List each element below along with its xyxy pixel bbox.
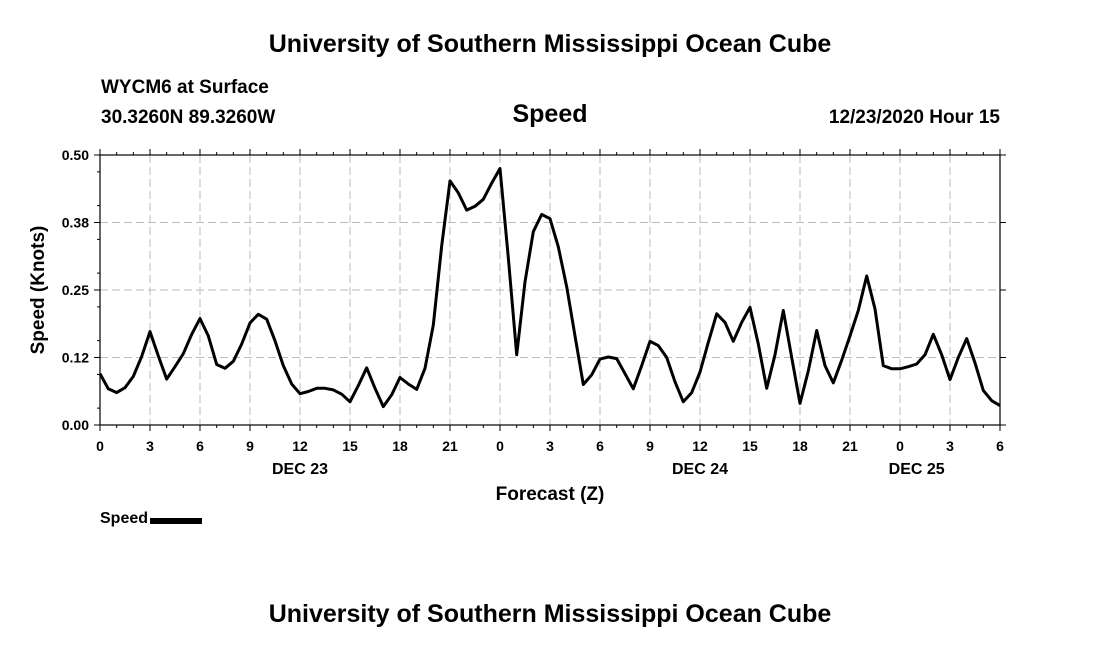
station-coordinates: 30.3260N 89.3260W [101,107,276,128]
legend: Speed [100,510,203,528]
x-date-label: DEC 23 [272,461,328,478]
x-date-label: DEC 25 [889,461,945,478]
y-tick-label: 0.38 [62,215,89,231]
y-tick-label: 0.25 [62,282,89,298]
x-tick-label: 9 [646,438,654,454]
y-tick-label: 0.00 [62,417,89,433]
x-tick-label: 3 [946,438,954,454]
x-tick-label: 6 [996,438,1004,454]
series-line-speed [98,167,1001,409]
x-tick-label: 21 [842,438,858,454]
plot-title: Speed [512,100,588,128]
x-tick-label: 0 [896,438,904,454]
legend-line-swatch [150,517,203,524]
chart-top-title: University of Southern Mississippi Ocean… [268,30,832,58]
plot-frame [99,154,1001,426]
chart-bottom-title: University of Southern Mississippi Ocean… [268,600,832,628]
x-tick-label: 0 [496,438,504,454]
x-tick-label: 18 [792,438,808,454]
x-tick-label: 6 [196,438,204,454]
x-tick-label: 12 [692,438,708,454]
x-tick-label: 9 [246,438,254,454]
x-tick-label: 15 [742,438,758,454]
x-tick-label: 18 [392,438,408,454]
station-label: WYCM6 at Surface [101,77,269,98]
x-tick-label: 15 [342,438,358,454]
x-tick-label: 0 [96,438,104,454]
x-axis-title: Forecast (Z) [496,484,605,505]
y-tick-label: 0.50 [62,147,89,163]
y-tick-label: 0.12 [62,350,89,366]
x-tick-label: 3 [146,438,154,454]
forecast-datetime: 12/23/2020 Hour 15 [828,107,1000,128]
x-tick-label: 12 [292,438,308,454]
x-date-label: DEC 24 [672,461,728,478]
x-tick-label: 21 [442,438,458,454]
x-tick-label: 3 [546,438,554,454]
legend-label: Speed [100,510,149,527]
x-tick-label: 6 [596,438,604,454]
y-axis-title: Speed (Knots) [28,226,49,355]
